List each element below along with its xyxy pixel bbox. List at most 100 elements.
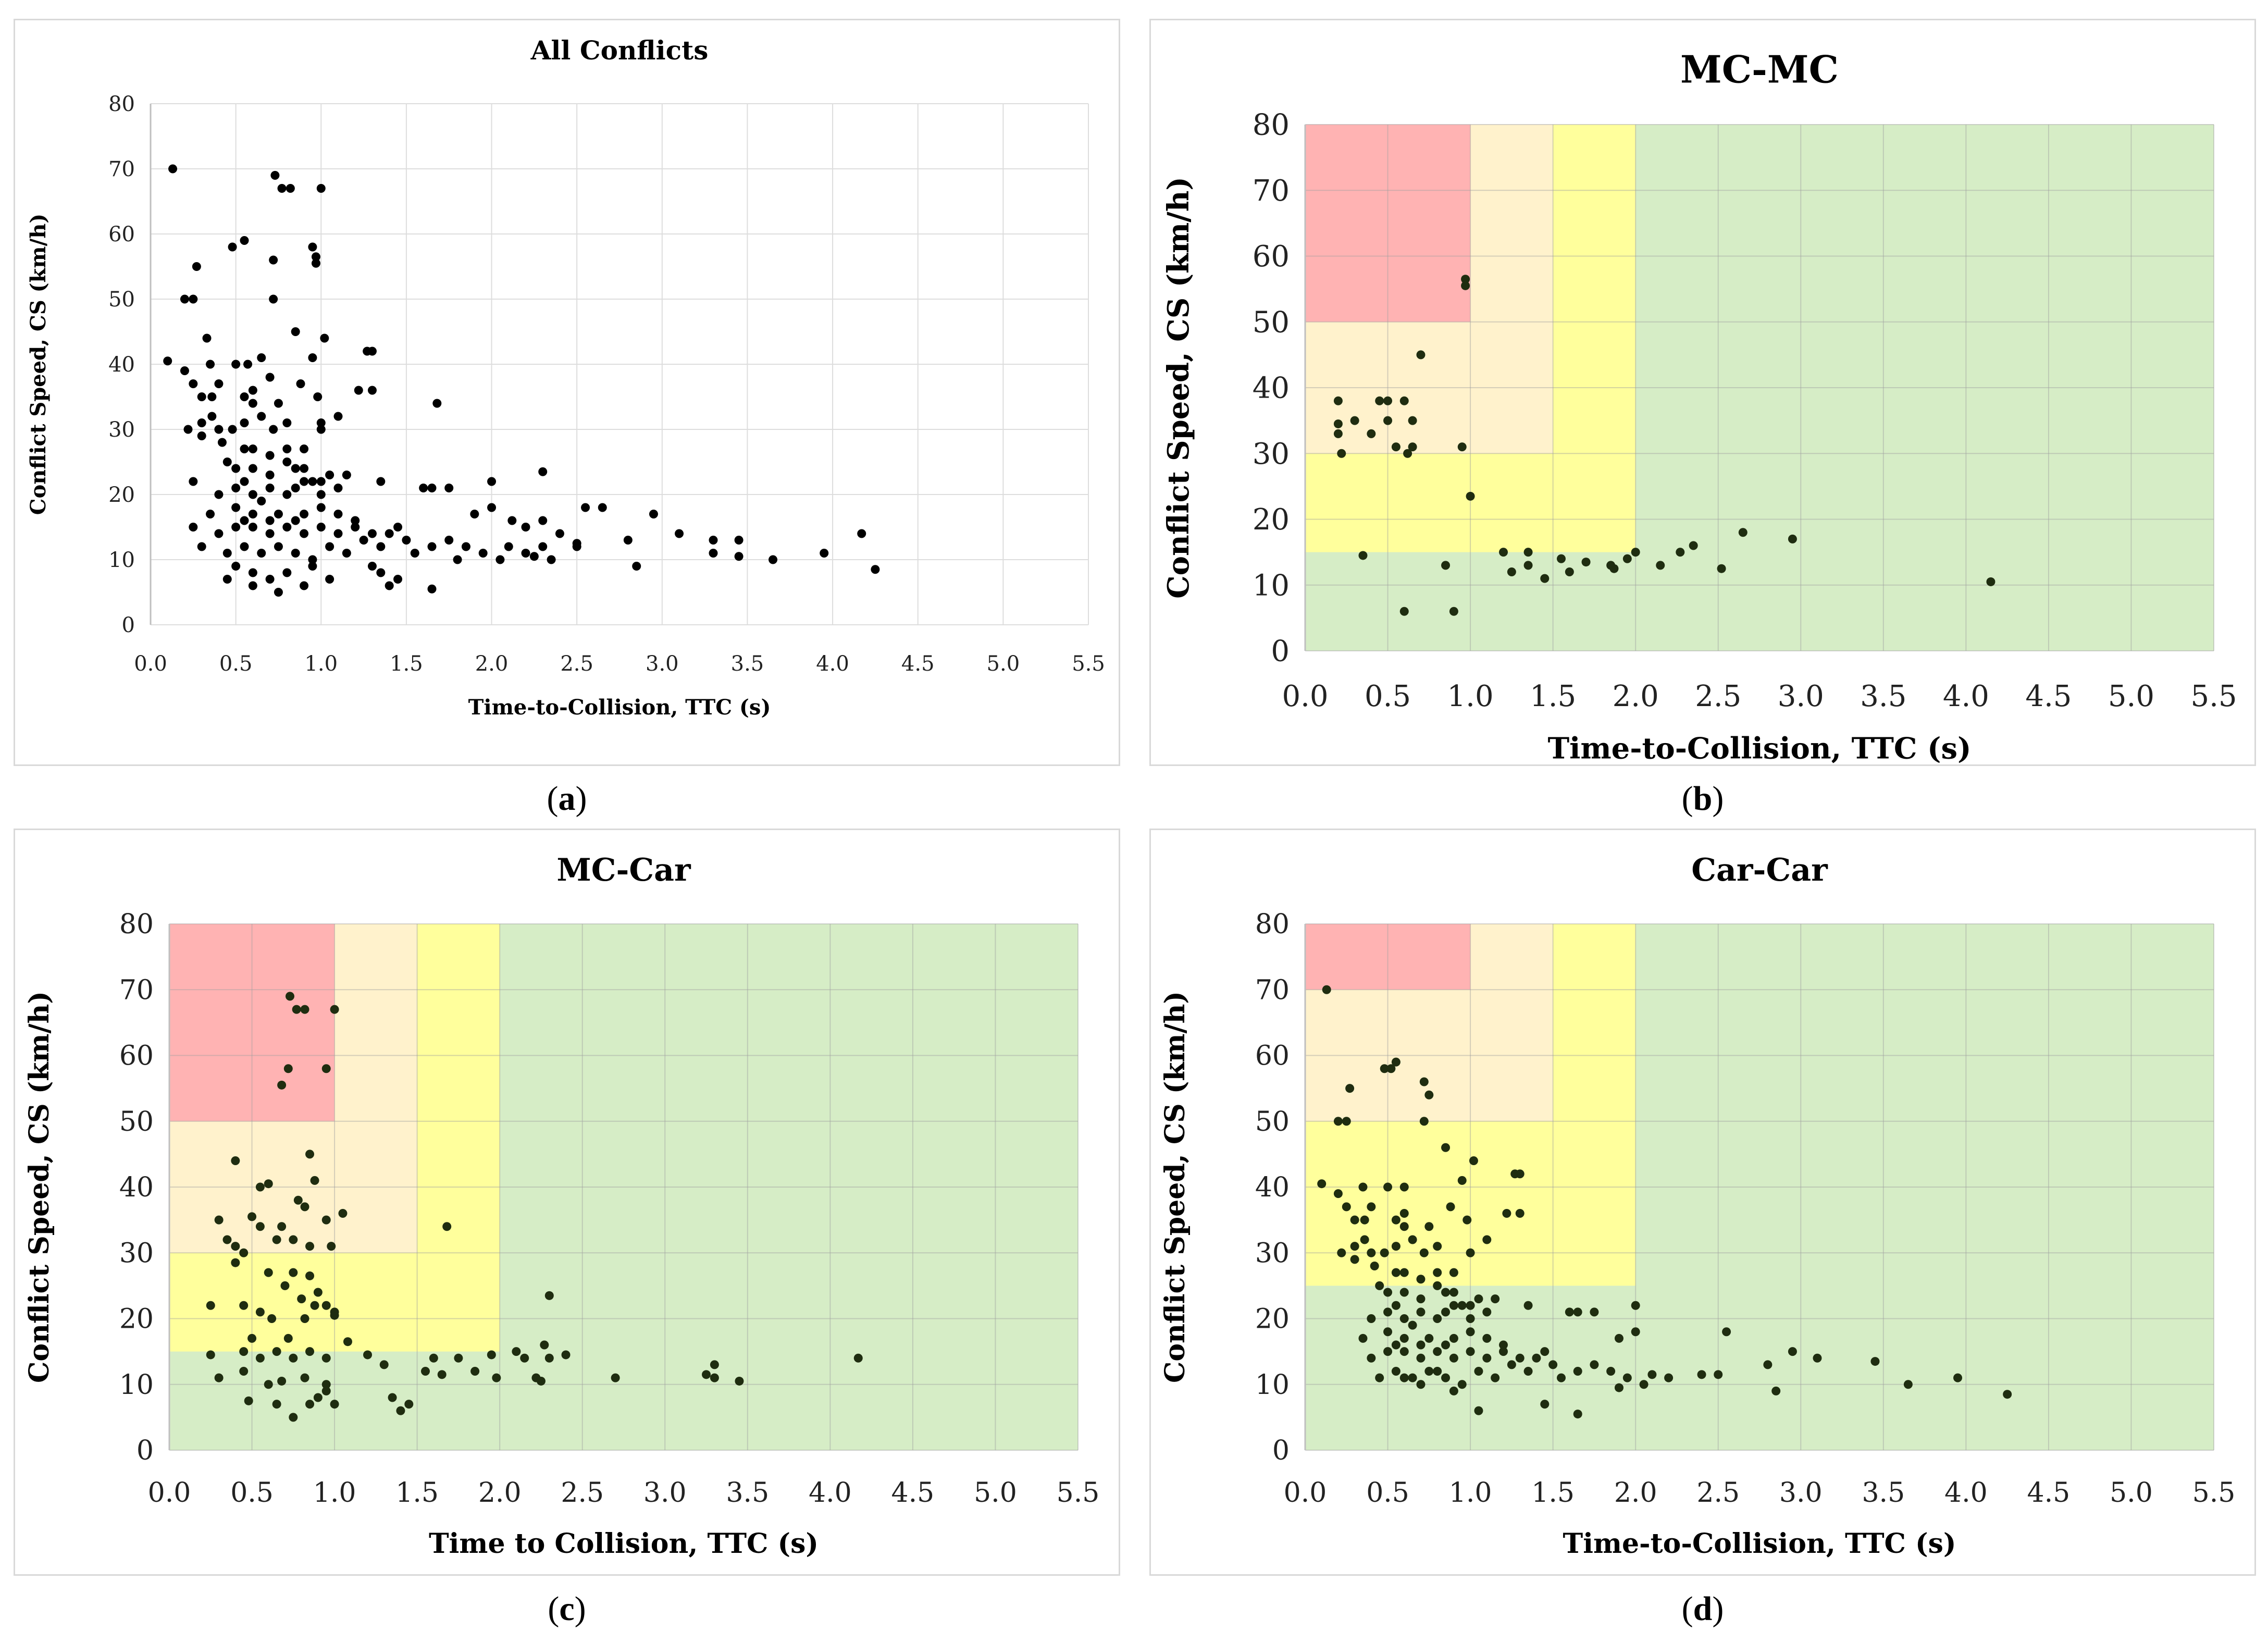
chart-a-point (265, 471, 275, 479)
chart-c-point (300, 1373, 309, 1382)
chart-c-point (710, 1360, 719, 1369)
chart-a-xtick-label: 5.0 (987, 652, 1020, 676)
chart-a-point (282, 458, 292, 466)
chart-c-point (300, 1314, 309, 1323)
chart-d-point (1383, 1288, 1393, 1297)
chart-c-point (214, 1215, 224, 1225)
chart-a-point (342, 471, 351, 479)
chart-d-point (1399, 1268, 1409, 1277)
chart-d-point (1631, 1327, 1640, 1337)
chart-a-point (857, 529, 866, 538)
chart-b-point (1367, 429, 1376, 438)
chart-a-point (487, 503, 497, 512)
chart-a-point (202, 333, 212, 343)
chart-a-point (507, 516, 517, 525)
chart-c-point (289, 1353, 298, 1363)
chart-a-point (286, 184, 295, 193)
chart-b-point (1986, 577, 1996, 586)
chart-a-point (240, 236, 249, 245)
chart-a-point (277, 184, 287, 193)
chart-d-point (1697, 1370, 1706, 1379)
chart-d-point (1383, 1347, 1393, 1356)
chart-panel-d: 0.0 0.5 1.0 1.5 2.0 2.5 3.0 3.5 4.0 4.5 5.0 5.5 0 10 2… (1149, 829, 2256, 1576)
chart-c-zone-3 (169, 924, 335, 1121)
chart-a-point (333, 529, 343, 538)
chart-a-point (248, 399, 257, 408)
chart-d-point (1515, 1353, 1525, 1363)
chart-b-point (1383, 416, 1393, 425)
chart-b-point (1631, 548, 1640, 557)
chart-a-point (444, 536, 454, 545)
chart-b-ytick-label: 60 (1253, 240, 1290, 274)
chart-b-point (1416, 350, 1426, 360)
chart-a-point (231, 562, 241, 571)
chart-a-point (598, 503, 607, 512)
chart-c-point (520, 1353, 529, 1363)
chart-a-title: All Conflicts (530, 35, 709, 66)
chart-a-point (274, 399, 283, 408)
chart-b-point (1565, 567, 1574, 576)
chart-c-point (492, 1373, 501, 1382)
chart-d-point (1474, 1294, 1483, 1304)
chart-c-xtick-label: 1.5 (395, 1477, 439, 1509)
chart-b-point (1457, 442, 1467, 452)
chart-b-point (1689, 541, 1698, 550)
chart-a-point (316, 184, 326, 193)
chart-a-point (308, 477, 317, 486)
chart-a-point (308, 555, 317, 564)
chart-b-ytick-label: 20 (1253, 503, 1290, 537)
chart-panel-c: 0.0 0.5 1.0 1.5 2.0 2.5 3.0 3.5 4.0 4.5 5.0 5.5 0 10 2… (14, 829, 1120, 1576)
chart-d-point (1416, 1294, 1426, 1304)
chart-b-xtick-label: 4.0 (1943, 680, 1989, 713)
chart-a-point (248, 581, 257, 590)
chart-c-point (239, 1347, 249, 1356)
chart-a-point (402, 536, 411, 545)
chart-b-point (1656, 561, 1665, 570)
chart-d-point (1342, 1117, 1351, 1126)
chart-a-point (320, 333, 329, 343)
chart-a-point (363, 347, 372, 356)
chart-a-point (214, 425, 224, 434)
chart-c-point (321, 1064, 331, 1073)
chart-b-zone-3 (1305, 125, 1471, 322)
chart-c-point (313, 1393, 323, 1402)
chart-b-point (1375, 396, 1384, 405)
chart-d-point (1416, 1307, 1426, 1317)
chart-a-point (316, 425, 326, 434)
chart-d-point (1463, 1215, 1472, 1225)
chart-a-point (265, 373, 275, 382)
chart-a-ytick-label: 0 (122, 613, 135, 637)
chart-d-svg: 0.0 0.5 1.0 1.5 2.0 2.5 3.0 3.5 4.0 4.5 5.0 5.5 0 10 2… (1159, 852, 2235, 1560)
chart-d-point (1457, 1380, 1467, 1389)
chart-a-point (316, 418, 326, 427)
chart-d-point (1449, 1288, 1458, 1297)
chart-c-point (305, 1347, 315, 1356)
chart-c-point (255, 1307, 265, 1317)
chart-d-point (1416, 1340, 1426, 1350)
chart-d-point (1380, 1064, 1389, 1073)
chart-d-point (1391, 1340, 1401, 1350)
chart-a-point (432, 399, 442, 408)
chart-a-point (675, 529, 684, 538)
chart-a-point (453, 555, 462, 564)
chart-a-xtick-label: 4.5 (901, 652, 935, 676)
chart-c-ytick-label: 0 (137, 1435, 154, 1466)
chart-a-point (632, 562, 641, 571)
chart-c-point (330, 1311, 339, 1320)
chart-a-point (248, 464, 257, 473)
chart-a-x-axis-label: Time-to-Collision, TTC (s) (468, 695, 771, 720)
chart-b-xtick-label: 5.0 (2108, 680, 2154, 713)
chart-d-point (1433, 1281, 1442, 1290)
chart-a-point (495, 555, 505, 564)
chart-b-point (1540, 574, 1550, 583)
chart-a-point (291, 464, 300, 473)
chart-c-point (611, 1373, 620, 1382)
chart-c-point (272, 1347, 281, 1356)
chart-a-point (325, 471, 334, 479)
chart-d-point (1614, 1383, 1623, 1392)
chart-d-point (1466, 1301, 1475, 1310)
chart-d-point (1441, 1288, 1451, 1297)
chart-d-point (1606, 1367, 1616, 1376)
chart-a-ytick-label: 50 (108, 288, 135, 312)
chart-a-point (180, 366, 189, 375)
